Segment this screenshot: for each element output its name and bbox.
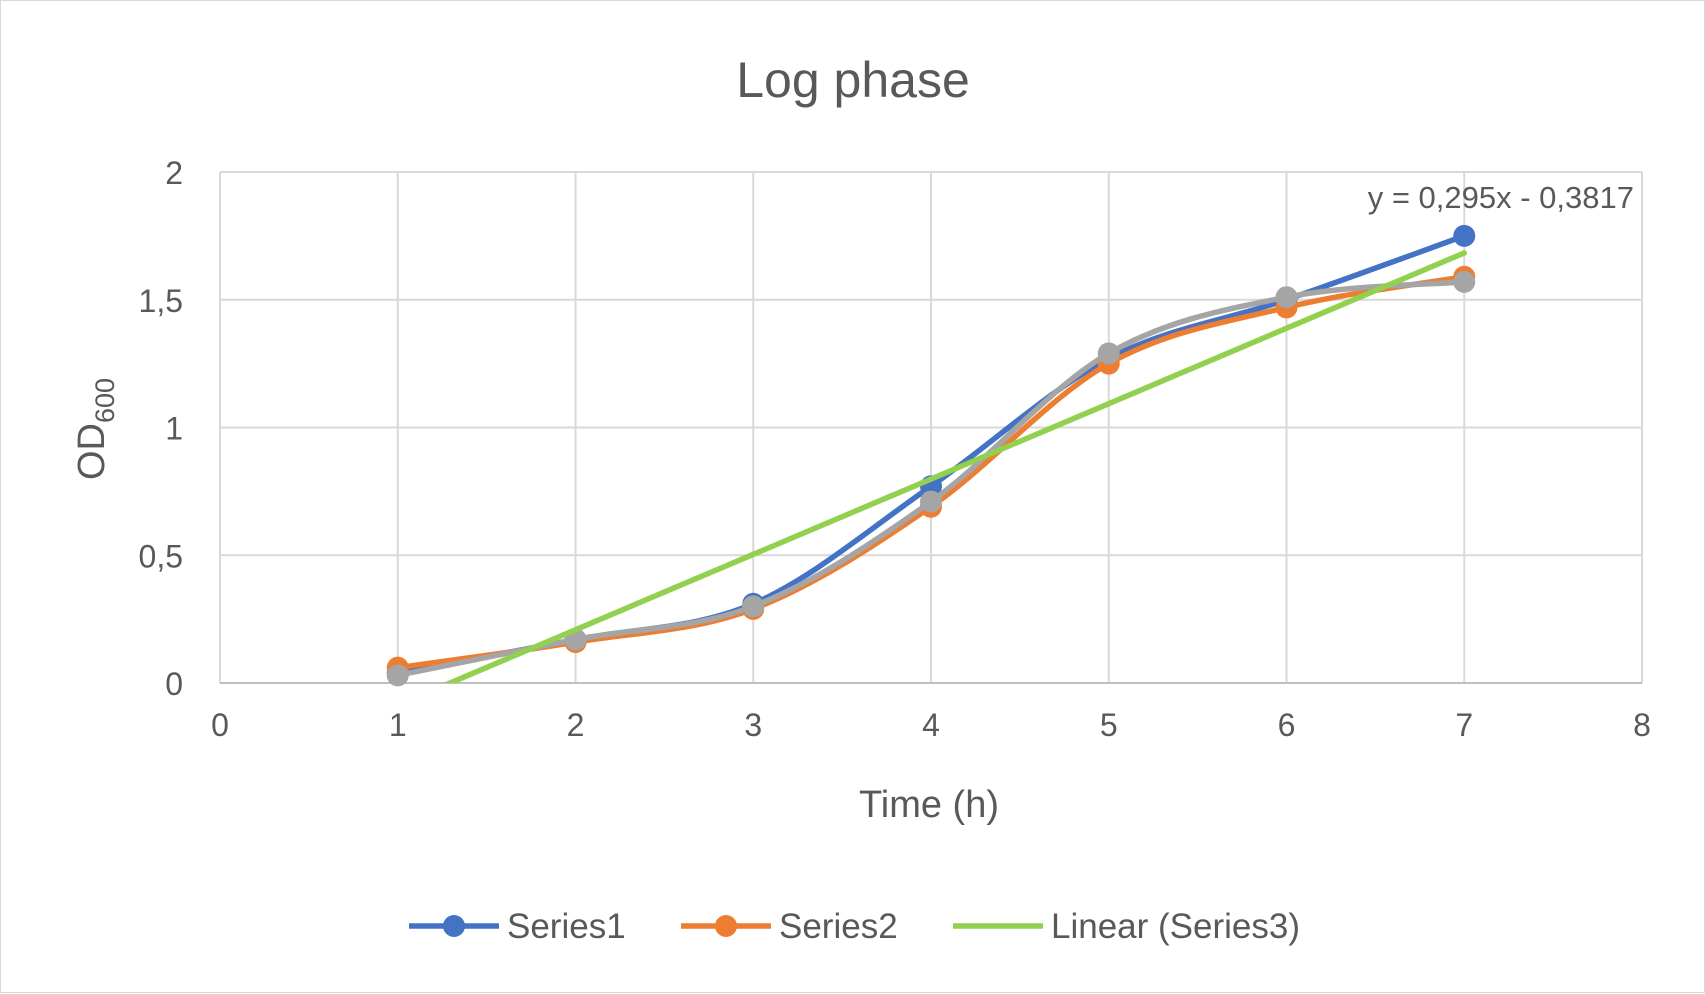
x-tick-label: 2 [567,707,585,743]
y-tick-label: 0,5 [139,538,183,574]
legend-label: Series2 [779,907,898,946]
trendline [442,250,1467,683]
legend-marker [443,915,465,937]
x-tick-label: 7 [1455,707,1473,743]
series-layer [386,224,1476,687]
x-tick-label: 1 [389,707,407,743]
y-tick-label: 0 [165,666,183,702]
y-tick-label: 1,5 [139,283,183,319]
trendline-equation: y = 0,295x - 0,3817 [1368,180,1634,215]
legend-item-2: Series2 [681,907,898,946]
trendline-group [442,250,1467,683]
legend-label: Series1 [507,907,626,946]
legend-marker [715,915,737,937]
x-tick-label: 3 [744,707,762,743]
x-tick-label: 8 [1633,707,1651,743]
x-tick-label: 0 [211,707,229,743]
series-3-point [1097,342,1120,365]
x-tick-label: 4 [922,707,940,743]
legend-label: Linear (Series3) [1051,907,1300,946]
series-3-point [1275,286,1298,309]
series-3-point [742,595,765,618]
x-axis-title: Time (h) [859,784,999,826]
chart-title: Log phase [736,52,970,108]
x-tick-label: 6 [1278,707,1296,743]
x-tick-label: 5 [1100,707,1118,743]
legend: Series1 Series2 Linear (Series3) [409,907,1300,946]
x-axis-ticks: 0 1 2 3 4 5 6 7 8 [211,707,1651,743]
y-tick-label: 2 [165,155,183,191]
y-axis-ticks: 0 0,5 1 1,5 2 [139,155,183,702]
series-3-point [920,490,942,513]
series-3-point [1453,270,1476,293]
y-axis-title-main: OD [71,423,113,480]
y-axis-title-subscript: 600 [90,378,120,423]
gridlines [219,171,1643,684]
legend-item-1: Series1 [409,907,626,946]
series-3-point [386,664,409,687]
y-tick-label: 1 [165,411,183,447]
y-axis-title: OD600 [71,378,120,480]
series-1-point [1453,224,1476,247]
series-3 [386,270,1476,687]
legend-item-3: Linear (Series3) [953,907,1300,946]
